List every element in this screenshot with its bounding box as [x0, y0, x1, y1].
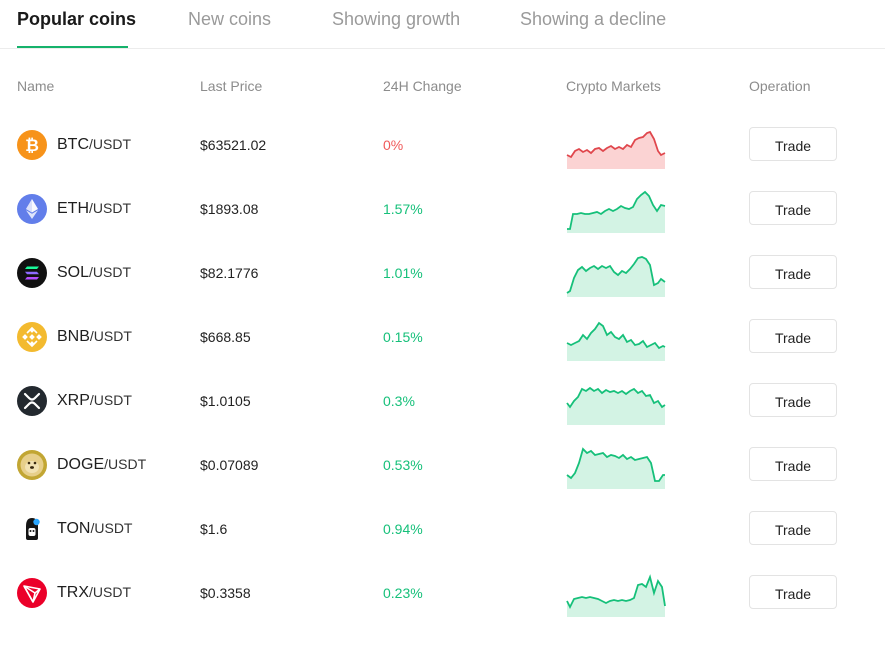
trading-pair: SOL/USDT [57, 264, 131, 282]
trading-pair: TRX/USDT [57, 584, 131, 602]
bnb-icon [17, 322, 47, 352]
quote-symbol: /USDT [89, 264, 132, 280]
sparkline-chart [566, 256, 666, 297]
24h-change: 0.3% [383, 393, 415, 409]
column-header-crypto-markets: Crypto Markets [566, 78, 661, 94]
base-symbol: XRP [57, 392, 90, 409]
tron-icon [17, 578, 47, 608]
last-price: $63521.02 [200, 137, 267, 153]
quote-symbol: /USDT [89, 392, 132, 408]
quote-symbol: /USDT [89, 200, 131, 216]
24h-change: 0.23% [383, 585, 423, 601]
24h-change: 1.01% [383, 265, 423, 281]
ethereum-icon [17, 194, 47, 224]
xrp-icon [17, 386, 47, 416]
base-symbol: BTC [57, 136, 89, 153]
trade-button[interactable]: Trade [749, 255, 837, 289]
table-row[interactable]: ₿ BTC/USDT $63521.02 0% Trade [0, 127, 885, 208]
24h-change: 0.94% [383, 521, 423, 537]
base-symbol: ETH [57, 200, 89, 217]
quote-symbol: /USDT [89, 328, 132, 344]
trade-button[interactable]: Trade [749, 511, 837, 545]
base-symbol: TRX [57, 584, 89, 601]
trade-button[interactable]: Trade [749, 447, 837, 481]
solana-icon [17, 258, 47, 288]
quote-symbol: /USDT [89, 136, 131, 152]
quote-symbol: /USDT [90, 520, 133, 536]
table-row[interactable]: BNB/USDT $668.85 0.15% Trade [0, 319, 885, 400]
24h-change: 0.53% [383, 457, 423, 473]
trading-pair: BTC/USDT [57, 136, 131, 154]
trade-button[interactable]: Trade [749, 319, 837, 353]
svg-text:₿: ₿ [25, 136, 39, 156]
last-price: $82.1776 [200, 265, 259, 281]
base-symbol: BNB [57, 328, 90, 345]
sparkline-chart [566, 574, 666, 617]
base-symbol: DOGE [57, 456, 105, 473]
table-row[interactable]: TON/USDT $1.6 0.94% Trade [0, 511, 885, 592]
trading-pair: TON/USDT [57, 520, 132, 538]
tab-popular-coins[interactable]: Popular coins [17, 9, 137, 29]
quote-symbol: /USDT [89, 584, 131, 600]
sparkline-chart [566, 321, 666, 361]
tab-showing-decline[interactable]: Showing a decline [520, 9, 667, 29]
trade-button[interactable]: Trade [749, 383, 837, 417]
trade-button[interactable]: Trade [749, 191, 837, 225]
bitcoin-icon: ₿ [17, 130, 47, 160]
sparkline-chart [567, 190, 666, 233]
trade-button[interactable]: Trade [749, 575, 837, 609]
last-price: $0.07089 [200, 457, 259, 473]
24h-change: 0% [383, 137, 404, 153]
table-row[interactable]: SOL/USDT $82.1776 1.01% Trade [0, 255, 885, 336]
quote-symbol: /USDT [104, 456, 147, 472]
base-symbol: TON [57, 520, 91, 537]
trading-pair: BNB/USDT [57, 328, 132, 346]
base-symbol: SOL [57, 264, 90, 281]
table-row[interactable]: ETH/USDT $1893.08 1.57% Trade [0, 190, 885, 272]
trade-button[interactable]: Trade [749, 127, 837, 161]
last-price: $1.0105 [200, 393, 251, 409]
tab-showing-growth[interactable]: Showing growth [332, 9, 461, 29]
sparkline-chart [566, 130, 666, 169]
tab-new-coins[interactable]: New coins [188, 9, 272, 29]
ton-icon [17, 514, 47, 544]
last-price: $1.6 [200, 521, 228, 537]
table-row[interactable]: DOGE/USDT $0.07089 0.53% Trade [0, 447, 885, 528]
trading-pair: XRP/USDT [57, 392, 132, 410]
sparkline-chart [566, 447, 665, 489]
active-tab-indicator [17, 46, 128, 48]
last-price: $0.3358 [200, 585, 251, 601]
last-price: $1893.08 [200, 201, 259, 217]
table-row[interactable]: TRX/USDT $0.3358 0.23% Trade [0, 574, 885, 656]
tab-bar: Popular coins New coins Showing growth S… [0, 0, 885, 49]
sparkline-chart [566, 386, 666, 425]
24h-change: 0.15% [383, 329, 423, 345]
column-header-24h-change: 24H Change [383, 78, 462, 94]
24h-change: 1.57% [383, 201, 423, 217]
last-price: $668.85 [200, 329, 251, 345]
trading-pair: DOGE/USDT [57, 456, 146, 474]
dogecoin-icon [17, 450, 47, 480]
column-header-operation: Operation [749, 78, 811, 94]
trading-pair: ETH/USDT [57, 200, 131, 218]
column-header-name: Name [17, 78, 55, 94]
column-header-last-price: Last Price [200, 78, 263, 94]
table-row[interactable]: XRP/USDT $1.0105 0.3% Trade [0, 383, 885, 464]
